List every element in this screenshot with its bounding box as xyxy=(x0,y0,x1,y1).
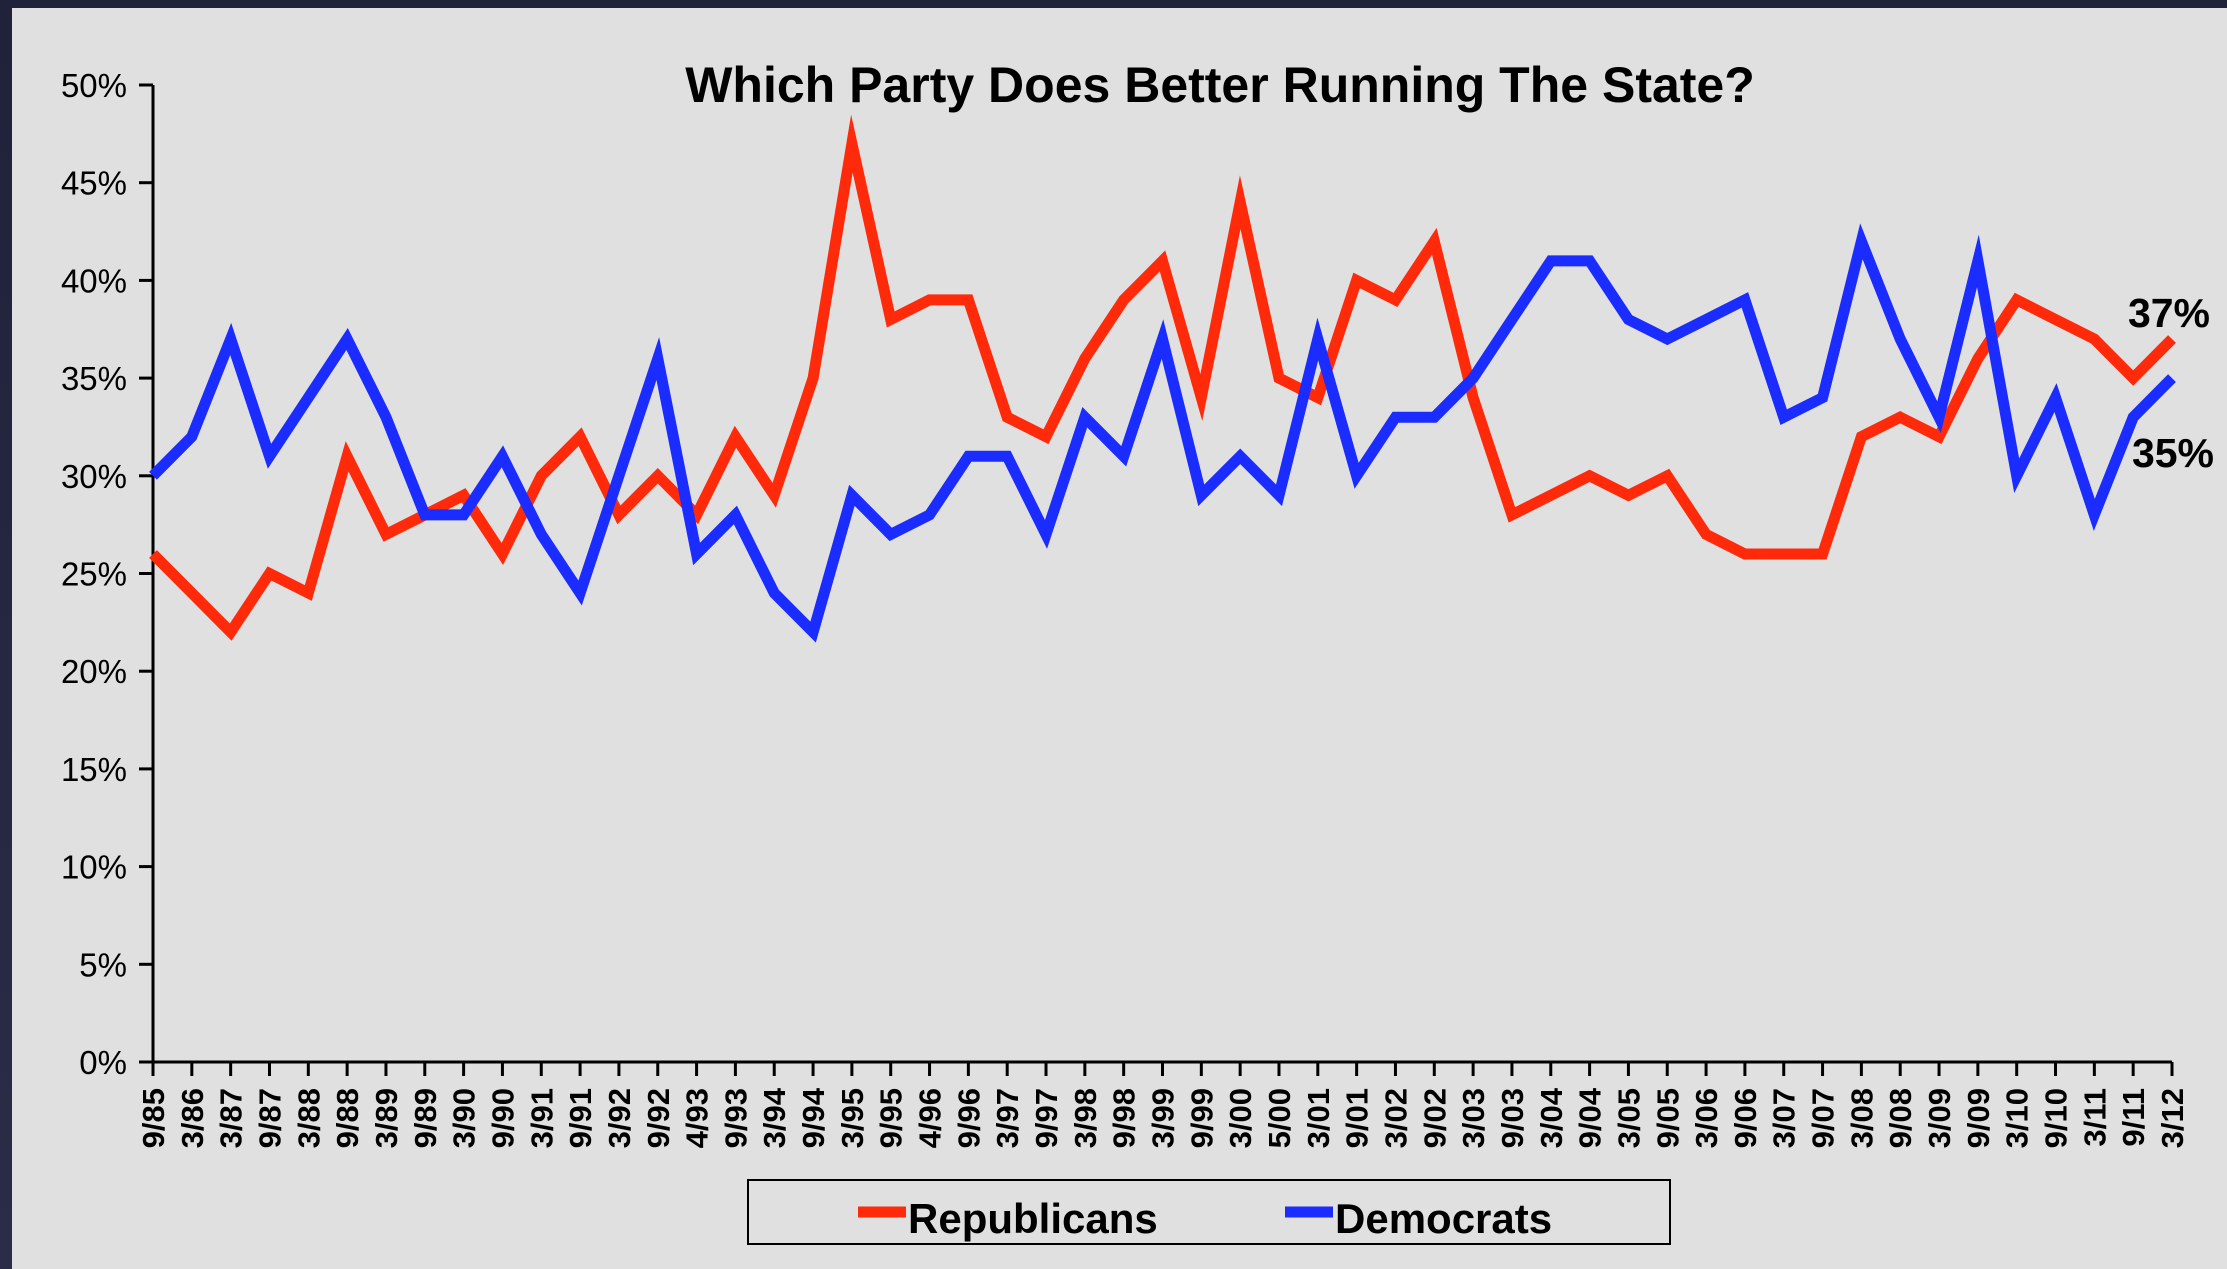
y-tick-label: 20% xyxy=(61,653,127,690)
x-tick-label: 3/91 xyxy=(524,1088,559,1148)
y-tick-label: 40% xyxy=(61,262,127,299)
x-tick-label: 3/02 xyxy=(1378,1088,1413,1148)
x-tick-label: 9/04 xyxy=(1573,1087,1608,1148)
x-tick-label: 3/97 xyxy=(990,1088,1025,1148)
x-tick-label: 3/03 xyxy=(1456,1088,1491,1148)
x-tick-label: 9/03 xyxy=(1495,1088,1530,1148)
axes xyxy=(153,85,2172,1062)
x-tick-label: 9/85 xyxy=(136,1088,171,1148)
x-tick-label: 4/96 xyxy=(913,1088,948,1148)
x-tick-label: 9/88 xyxy=(330,1088,365,1148)
x-tick-label: 3/86 xyxy=(175,1088,210,1148)
x-tick-label: 3/01 xyxy=(1301,1088,1336,1148)
x-tick-label: 3/04 xyxy=(1534,1087,1569,1148)
legend: Republicans Democrats xyxy=(748,1180,1670,1244)
end-label-democrats: 35% xyxy=(2132,430,2214,476)
end-label-republicans: 37% xyxy=(2128,290,2210,336)
y-tick-label: 15% xyxy=(61,751,127,788)
x-tick-label: 9/01 xyxy=(1340,1088,1375,1148)
x-tick-label: 3/95 xyxy=(835,1088,870,1148)
x-tick-label: 9/02 xyxy=(1417,1088,1452,1148)
series-lines xyxy=(153,144,2172,632)
x-tick-label: 3/99 xyxy=(1146,1088,1181,1148)
x-tick-label: 3/05 xyxy=(1611,1088,1646,1148)
x-tick-label: 9/96 xyxy=(951,1088,986,1148)
y-tick-label: 25% xyxy=(61,556,127,593)
x-axis-ticks: 9/85 3/86 3/87 9/87 3/88 9/88 3/89 9/89 3/90 9/90… xyxy=(136,1062,2190,1148)
x-tick-label: 9/98 xyxy=(1107,1088,1142,1148)
y-tick-label: 45% xyxy=(61,165,127,202)
x-tick-label: 9/07 xyxy=(1806,1088,1841,1148)
x-tick-label: 9/11 xyxy=(2116,1088,2151,1147)
x-tick-label: 3/09 xyxy=(1922,1088,1957,1148)
y-axis-ticks: 0% 5% 10% 15% 20% 25% 30% 35% 40% 45% 50% xyxy=(61,67,153,1081)
y-tick-label: 10% xyxy=(61,849,127,886)
x-tick-label: 3/06 xyxy=(1689,1088,1724,1148)
x-tick-label: 9/93 xyxy=(718,1088,753,1148)
x-tick-label: 3/08 xyxy=(1844,1088,1879,1148)
x-tick-label: 3/11 xyxy=(2077,1088,2112,1147)
x-tick-label: 3/90 xyxy=(447,1088,482,1148)
x-tick-label: 9/87 xyxy=(252,1088,287,1148)
x-tick-label: 9/05 xyxy=(1650,1088,1685,1148)
x-tick-label: 9/90 xyxy=(485,1088,520,1148)
chart-title: Which Party Does Better Running The Stat… xyxy=(685,57,1755,113)
series-line-republicans xyxy=(153,144,2172,632)
x-tick-label: 9/09 xyxy=(1961,1088,1996,1148)
x-tick-label: 9/94 xyxy=(796,1087,831,1148)
x-tick-label: 3/89 xyxy=(369,1088,404,1148)
x-tick-label: 9/91 xyxy=(563,1088,598,1148)
y-tick-label: 0% xyxy=(79,1044,127,1081)
x-tick-label: 3/12 xyxy=(2155,1088,2190,1148)
x-tick-label: 9/10 xyxy=(2039,1088,2074,1148)
x-tick-label: 3/00 xyxy=(1223,1088,1258,1148)
x-tick-label: 3/94 xyxy=(757,1087,792,1148)
y-tick-label: 30% xyxy=(61,458,127,495)
x-tick-label: 9/99 xyxy=(1184,1088,1219,1148)
x-tick-label: 3/98 xyxy=(1068,1088,1103,1148)
x-tick-label: 3/10 xyxy=(2000,1088,2035,1148)
y-tick-label: 35% xyxy=(61,360,127,397)
x-tick-label: 9/95 xyxy=(874,1088,909,1148)
x-tick-label: 4/93 xyxy=(680,1088,715,1148)
x-tick-label: 9/06 xyxy=(1728,1088,1763,1148)
legend-label-republicans: Republicans xyxy=(908,1195,1158,1242)
x-tick-label: 3/87 xyxy=(214,1088,249,1148)
x-tick-label: 3/92 xyxy=(602,1088,637,1148)
x-tick-label: 9/08 xyxy=(1883,1088,1918,1148)
y-tick-label: 50% xyxy=(61,67,127,104)
x-tick-label: 3/07 xyxy=(1767,1088,1802,1148)
x-tick-label: 5/00 xyxy=(1262,1088,1297,1148)
x-tick-label: 9/92 xyxy=(641,1088,676,1148)
x-tick-label: 9/89 xyxy=(408,1088,443,1148)
legend-label-democrats: Democrats xyxy=(1335,1195,1552,1242)
x-tick-label: 3/88 xyxy=(291,1088,326,1148)
y-tick-label: 5% xyxy=(79,946,127,983)
x-tick-label: 9/97 xyxy=(1029,1088,1064,1148)
